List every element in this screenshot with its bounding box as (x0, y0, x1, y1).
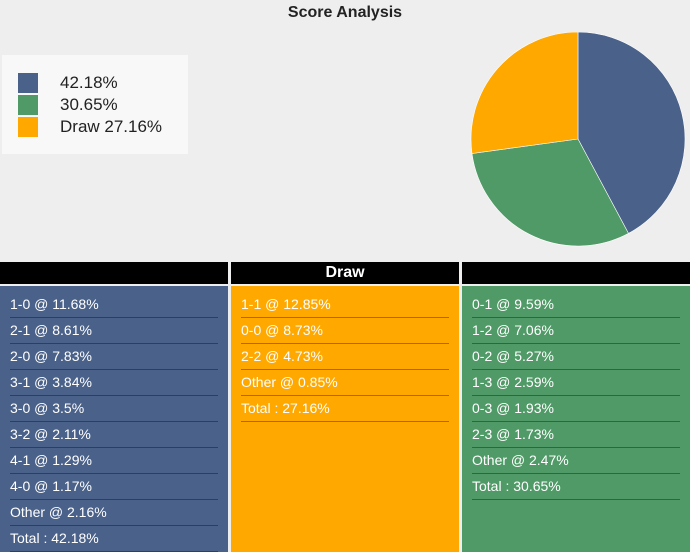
draw-score-row: 2-2 @ 4.73% (241, 344, 449, 370)
home-score-row: 3-1 @ 3.84% (10, 370, 218, 396)
away-score-row: 0-2 @ 5.27% (472, 344, 680, 370)
pie-slice-home (577, 32, 686, 234)
draw-total-row: Total : 27.16% (241, 396, 449, 422)
away-score-row: 0-1 @ 9.59% (472, 292, 680, 318)
legend: 42.18% 30.65% Draw 27.16% (2, 55, 188, 154)
draw-score-row: 0-0 @ 8.73% (241, 318, 449, 344)
draw-column-body: 1-1 @ 12.85% 0-0 @ 8.73% 2-2 @ 4.73% Oth… (231, 286, 459, 552)
home-score-row: Other @ 2.16% (10, 500, 218, 526)
chart-title: Score Analysis (287, 4, 403, 21)
score-columns: 1-0 @ 11.68% 2-1 @ 8.61% 2-0 @ 7.83% 3-1… (0, 262, 690, 552)
away-score-row: 1-3 @ 2.59% (472, 370, 680, 396)
home-score-row: 3-2 @ 2.11% (10, 422, 218, 448)
away-column-header (462, 262, 690, 284)
home-column-header (0, 262, 228, 284)
legend-label-draw: Draw 27.16% (60, 117, 163, 136)
home-score-row: 3-0 @ 3.5% (10, 396, 218, 422)
draw-score-row: 1-1 @ 12.85% (241, 292, 449, 318)
home-score-row: 1-0 @ 11.68% (10, 292, 218, 318)
away-score-row: 1-2 @ 7.06% (472, 318, 680, 344)
home-total-row: Total : 42.18% (10, 526, 218, 552)
away-score-row: 2-3 @ 1.73% (472, 422, 680, 448)
home-score-row: 4-1 @ 1.29% (10, 448, 218, 474)
pie-slice-draw (470, 32, 579, 154)
legend-swatch-draw (18, 117, 38, 137)
legend-swatch-away (18, 95, 38, 115)
home-column: 1-0 @ 11.68% 2-1 @ 8.61% 2-0 @ 7.83% 3-1… (0, 262, 228, 552)
pie-slice-away (471, 138, 629, 247)
home-score-row: 2-1 @ 8.61% (10, 318, 218, 344)
legend-label-away: 30.65% (60, 95, 118, 114)
draw-column-header: Draw (231, 262, 459, 284)
away-column: 0-1 @ 9.59% 1-2 @ 7.06% 0-2 @ 5.27% 1-3 … (462, 262, 690, 552)
pie-chart (470, 32, 686, 247)
away-score-row: Other @ 2.47% (472, 448, 680, 474)
legend-item-away: 30.65% (18, 94, 188, 116)
home-column-body: 1-0 @ 11.68% 2-1 @ 8.61% 2-0 @ 7.83% 3-1… (0, 286, 228, 552)
home-score-row: 4-0 @ 1.17% (10, 474, 218, 500)
legend-item-draw: Draw 27.16% (18, 116, 188, 138)
draw-column: Draw 1-1 @ 12.85% 0-0 @ 8.73% 2-2 @ 4.73… (231, 262, 459, 552)
legend-swatch-home (18, 73, 38, 93)
away-total-row: Total : 30.65% (472, 474, 680, 500)
draw-score-row: Other @ 0.85% (241, 370, 449, 396)
away-score-row: 0-3 @ 1.93% (472, 396, 680, 422)
home-score-row: 2-0 @ 7.83% (10, 344, 218, 370)
legend-label-home: 42.18% (60, 73, 118, 92)
legend-item-home: 42.18% (18, 72, 188, 94)
away-column-body: 0-1 @ 9.59% 1-2 @ 7.06% 0-2 @ 5.27% 1-3 … (462, 286, 690, 552)
